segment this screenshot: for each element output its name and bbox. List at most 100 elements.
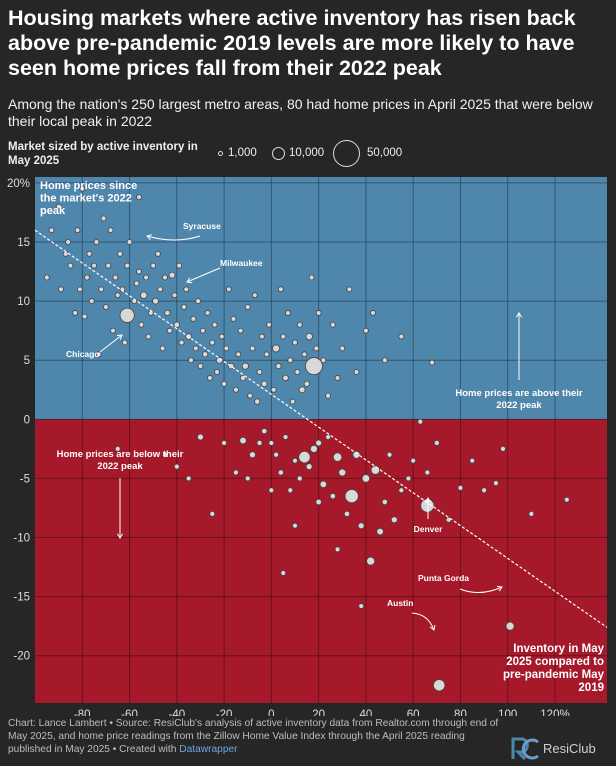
bubble (209, 339, 216, 346)
bubble (244, 304, 251, 310)
x-tick-label: -80 (74, 709, 91, 716)
bubble (268, 487, 275, 494)
resiclub-logo-icon (510, 735, 540, 761)
bubble (296, 321, 303, 328)
bubble (65, 239, 71, 245)
x-tick-label: 80 (454, 709, 467, 716)
bubble (155, 250, 161, 257)
bubble (121, 339, 128, 346)
bubble (79, 185, 86, 192)
bubble (183, 286, 190, 293)
arrow-punta-gorda (459, 586, 503, 593)
bubble (214, 369, 220, 375)
bubble (259, 333, 265, 340)
grid (35, 177, 607, 703)
label-syracuse: Syracuse (183, 221, 221, 231)
bubble (48, 227, 55, 234)
bubble (315, 310, 322, 316)
bubble (114, 445, 121, 452)
bubble (325, 392, 332, 399)
bubble (145, 333, 152, 340)
bubble (308, 274, 315, 281)
bubble (334, 375, 341, 381)
bubble (251, 292, 258, 299)
bubble (162, 274, 168, 281)
bubble (72, 310, 79, 316)
bubble (370, 310, 376, 316)
label-punta-gorda: Punta Gorda (418, 573, 469, 583)
bubble (95, 351, 102, 358)
bubble (469, 457, 476, 464)
bubble (195, 298, 201, 305)
tick-labels: -80 -60 -40 -20 0 20 40 60 80 100 120% 20% 15 10 5 0 -5 -… (7, 178, 570, 716)
bubble (294, 369, 301, 375)
label-austin: Austin (387, 598, 413, 608)
bubble (277, 286, 284, 293)
bubble (315, 439, 323, 447)
legend-label-small: 1,000 (228, 147, 257, 159)
bubble (117, 250, 123, 257)
bubble (55, 203, 62, 210)
bubble (98, 286, 105, 293)
bubble (239, 436, 247, 445)
bubble (91, 262, 97, 269)
bubble (223, 345, 230, 352)
bubble (136, 268, 142, 275)
bubble (277, 469, 284, 476)
arrow-syracuse-head (146, 234, 152, 240)
bubble (366, 556, 376, 566)
bubble (305, 463, 313, 471)
bubble (166, 327, 173, 334)
bubble (140, 291, 148, 299)
bubble (150, 262, 157, 269)
bubble (188, 357, 194, 364)
annotations: Home prices since the market's 2022 peak In… (40, 180, 605, 694)
bubble (249, 451, 256, 459)
arrow-punta-gorda-head (496, 585, 503, 592)
bubble (230, 315, 237, 322)
bubble (339, 345, 346, 352)
resiclub-logo-text: ResiClub (543, 740, 596, 756)
bubble (152, 297, 159, 305)
bubble (287, 357, 294, 364)
bubble (301, 351, 308, 358)
bubble (358, 603, 365, 609)
bubble (292, 522, 298, 529)
bubble (361, 474, 371, 483)
arrow-milwaukee-head (186, 277, 193, 284)
bubble (143, 274, 149, 281)
bubble (261, 428, 268, 435)
x-tick-label: -60 (121, 709, 138, 716)
bubble (74, 227, 81, 234)
bubble (204, 310, 211, 316)
x-tick-label: -20 (216, 709, 233, 716)
x-axis-label: Inventory in May 2025 compared to pre-pand… (503, 643, 605, 694)
bubble (329, 321, 336, 328)
bubble (110, 327, 116, 334)
legend-label-large: 50,000 (367, 147, 403, 159)
bubble (268, 440, 275, 446)
legend-circle-medium (272, 147, 285, 160)
bubble (173, 321, 181, 328)
bubble (309, 444, 318, 453)
bubble (159, 345, 166, 352)
bubble (124, 262, 131, 269)
bubble (282, 434, 289, 440)
y-tick-label: -10 (13, 533, 30, 545)
bubble (376, 527, 384, 536)
bubble (221, 440, 227, 446)
y-tick-label: 20% (7, 178, 30, 190)
x-tick-label: 100 (498, 709, 517, 716)
y-tick-label: -5 (20, 473, 30, 485)
bubble (346, 286, 353, 293)
bubble (233, 469, 239, 476)
bubble (202, 351, 209, 358)
bubble (105, 262, 112, 269)
arrow-denver-head (424, 497, 432, 503)
datawrapper-link[interactable]: Datawrapper (179, 744, 238, 755)
bubble (254, 398, 261, 405)
bubble (386, 451, 393, 458)
bubble (162, 451, 168, 458)
bubble (256, 369, 263, 375)
bubble (93, 239, 100, 245)
